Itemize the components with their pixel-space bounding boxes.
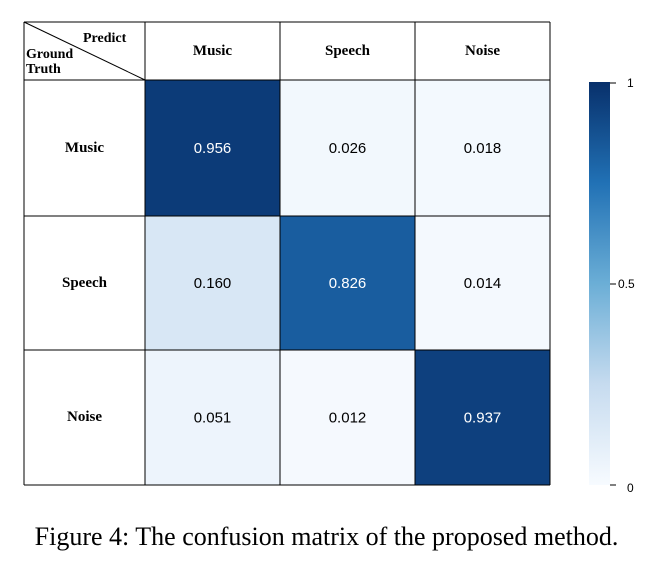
colorbar-label-0.5: 0.5 bbox=[618, 277, 635, 291]
colorbar bbox=[589, 82, 610, 485]
corner-diagonal bbox=[23, 21, 146, 81]
heatmap-cell-music-music bbox=[145, 80, 280, 216]
heatmap-cell-speech-noise bbox=[415, 216, 550, 350]
cell-value-noise-speech: 0.012 bbox=[329, 410, 367, 427]
figure-caption: Figure 4: The confusion matrix of the pr… bbox=[34, 522, 619, 551]
cell-value-noise-noise: 0.937 bbox=[464, 410, 502, 427]
heatmap-cell-noise-noise bbox=[415, 350, 550, 485]
cell-value-music-speech: 0.026 bbox=[329, 140, 367, 157]
heatmap-cell-music-speech bbox=[280, 80, 415, 216]
colorbar-label-0: 0 bbox=[627, 481, 634, 495]
col-axis-label: Predict bbox=[83, 31, 127, 46]
row-header-music: Music bbox=[64, 139, 105, 156]
row-header-noise: Noise bbox=[67, 409, 102, 425]
cell-value-speech-noise: 0.014 bbox=[464, 275, 502, 292]
col-header-speech: Speech bbox=[325, 42, 370, 59]
row-axis-label: Ground Truth bbox=[26, 47, 86, 77]
confusion-matrix: 0.956 0.026 0.018 0.160 0.826 0.014 0.051 0.012… bbox=[23, 21, 616, 486]
heatmap-cells: 0.956 0.026 0.018 0.160 0.826 0.014 0.051 0.012… bbox=[145, 80, 550, 485]
row-header-speech: Speech bbox=[62, 274, 107, 291]
heatmap-cell-noise-music bbox=[145, 350, 280, 485]
heatmap-cell-music-noise bbox=[415, 80, 550, 216]
heatmap-cell-speech-speech bbox=[280, 216, 415, 350]
table-grid bbox=[23, 21, 551, 486]
cell-value-music-noise: 0.018 bbox=[464, 140, 502, 157]
cell-value-music-music: 0.956 bbox=[194, 140, 232, 157]
cell-value-speech-music: 0.160 bbox=[194, 275, 232, 292]
colorbar-label-1: 1 bbox=[627, 76, 634, 90]
cell-value-noise-music: 0.051 bbox=[194, 410, 232, 427]
cell-value-speech-speech: 0.826 bbox=[329, 275, 367, 292]
col-header-noise: Noise bbox=[465, 42, 500, 59]
row-axis-label-text: Ground Truth bbox=[26, 47, 74, 77]
heatmap-cell-speech-music bbox=[145, 216, 280, 350]
heatmap-cell-noise-speech bbox=[280, 350, 415, 485]
col-header-music: Music bbox=[192, 42, 233, 59]
